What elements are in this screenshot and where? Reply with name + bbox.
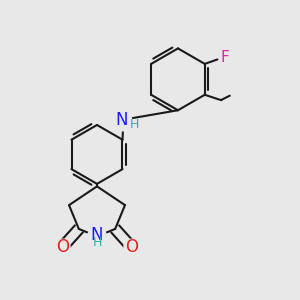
Text: N: N — [116, 111, 128, 129]
Text: H: H — [130, 118, 140, 131]
Text: O: O — [56, 238, 69, 256]
Text: N: N — [91, 226, 103, 244]
Text: CH₃: CH₃ — [222, 100, 225, 101]
Circle shape — [115, 113, 132, 131]
Circle shape — [124, 239, 139, 254]
Circle shape — [88, 227, 106, 246]
Text: H: H — [92, 236, 102, 249]
Circle shape — [55, 239, 70, 254]
Text: F: F — [221, 50, 230, 65]
Text: O: O — [125, 238, 138, 256]
